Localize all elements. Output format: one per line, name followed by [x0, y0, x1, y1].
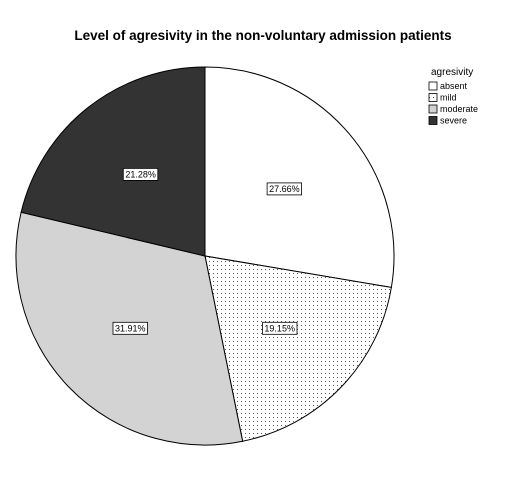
legend-label: moderate: [440, 104, 478, 114]
legend-label: severe: [440, 116, 467, 126]
pie-value-label-mild: 19.15%: [262, 321, 298, 335]
chart-title: Level of agresivity in the non-voluntary…: [74, 28, 452, 43]
legend-item-moderate: moderate: [428, 104, 478, 114]
legend-item-mild: mild: [428, 93, 457, 103]
legend-title: agresivity: [431, 67, 473, 78]
pie-value-label-text: 21.28%: [125, 169, 156, 179]
pie-slice-absent: [204, 66, 395, 289]
pie-value-labels: 27.66% 19.15% 31.91% 21.28%: [112, 167, 303, 335]
pie-value-label-moderate: 31.91%: [112, 321, 148, 335]
legend-label: absent: [440, 81, 468, 91]
pie-slice-mild: [204, 255, 392, 442]
legend-item-severe: severe: [428, 116, 467, 126]
pie-slice-severe: [20, 66, 206, 257]
pie-value-label-box: [112, 321, 148, 335]
pie-value-label-text: 31.91%: [115, 323, 146, 333]
legend-swatch: [428, 116, 438, 125]
legend-item-absent: absent: [428, 81, 468, 91]
legend-label: mild: [440, 93, 457, 103]
pie-slices: [15, 66, 395, 446]
legend-swatch: [428, 104, 438, 114]
pie-value-label-severe: 21.28%: [122, 167, 159, 181]
pie-value-label-text: 19.15%: [264, 323, 295, 333]
pie-value-label-box: [266, 182, 303, 196]
pie-value-label-box: [122, 167, 159, 181]
pie-value-label-absent: 27.66%: [266, 182, 303, 196]
pie-value-label-text: 27.66%: [269, 184, 300, 194]
pie-value-label-box: [262, 321, 298, 335]
legend-swatch: [428, 93, 438, 102]
legend-swatch: [428, 81, 438, 91]
